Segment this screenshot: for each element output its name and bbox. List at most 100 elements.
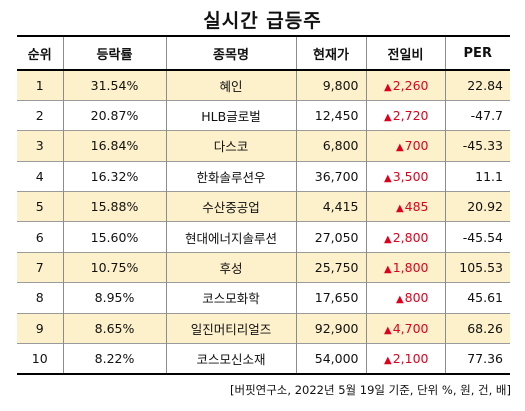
change-value: 2,260 bbox=[392, 77, 429, 93]
stock-name-cell: 한화솔루션우 bbox=[165, 160, 296, 192]
rate-cell: 10.75% bbox=[62, 251, 166, 283]
up-triangle-icon: ▲ bbox=[395, 294, 404, 306]
up-triangle-icon: ▲ bbox=[384, 233, 392, 245]
rank-cell: 9 bbox=[17, 312, 63, 344]
table-row: 3 16.84% 다스코 6,800 ▲700 -45.33 bbox=[17, 130, 510, 162]
per-cell: -45.33 bbox=[444, 130, 510, 162]
change-value: 2,800 bbox=[392, 229, 429, 245]
price-cell: 36,700 bbox=[295, 160, 366, 192]
per-cell: 45.61 bbox=[444, 282, 510, 314]
change-value: 2,720 bbox=[392, 108, 429, 124]
change-value: 2,100 bbox=[392, 350, 429, 366]
per-cell: 68.26 bbox=[444, 312, 510, 344]
column-header-change: 전일비 bbox=[365, 36, 445, 71]
change-cell: ▲700 bbox=[365, 130, 445, 162]
up-triangle-icon: ▲ bbox=[395, 142, 404, 154]
column-header-name: 종목명 bbox=[165, 36, 296, 71]
up-triangle-icon: ▲ bbox=[384, 264, 392, 276]
stock-name-cell: 코스모신소재 bbox=[165, 343, 296, 374]
change-cell: ▲2,100 bbox=[365, 343, 445, 374]
table-row: 1 31.54% 혜인 9,800 ▲2,260 22.84 bbox=[17, 70, 510, 101]
stock-name-cell: 코스모화학 bbox=[165, 282, 296, 314]
change-value: 1,800 bbox=[392, 260, 429, 276]
change-value: 485 bbox=[404, 199, 429, 215]
table-row: 6 15.60% 현대에너지솔루션 27,050 ▲2,800 -45.54 bbox=[17, 221, 510, 253]
stock-name-cell: 혜인 bbox=[165, 70, 296, 101]
rate-cell: 8.95% bbox=[62, 282, 166, 314]
up-triangle-icon: ▲ bbox=[384, 112, 392, 124]
column-header-rank: 순위 bbox=[17, 36, 63, 71]
up-triangle-icon: ▲ bbox=[395, 203, 404, 215]
price-cell: 25,750 bbox=[295, 251, 366, 283]
table-row: 5 15.88% 수산중공업 4,415 ▲485 20.92 bbox=[17, 191, 510, 222]
change-cell: ▲485 bbox=[365, 191, 445, 222]
rate-cell: 20.87% bbox=[62, 99, 166, 131]
stock-name-cell: 수산중공업 bbox=[165, 191, 296, 222]
rate-cell: 16.84% bbox=[62, 130, 166, 162]
per-cell: 22.84 bbox=[444, 70, 510, 101]
table-row: 4 16.32% 한화솔루션우 36,700 ▲3,500 11.1 bbox=[17, 160, 510, 192]
rank-cell: 4 bbox=[17, 160, 63, 192]
rank-cell: 5 bbox=[17, 191, 63, 222]
up-triangle-icon: ▲ bbox=[384, 354, 392, 366]
table-row: 9 8.65% 일진머티리얼즈 92,900 ▲4,700 68.26 bbox=[17, 312, 510, 344]
source-note: [버핏연구소, 2022년 5월 19일 기준, 단위 %, 원, 건, 배] bbox=[230, 383, 511, 397]
rate-cell: 31.54% bbox=[62, 70, 166, 101]
rank-cell: 7 bbox=[17, 251, 63, 283]
up-triangle-icon: ▲ bbox=[384, 81, 392, 93]
rate-cell: 15.60% bbox=[62, 221, 166, 253]
table-row: 7 10.75% 후성 25,750 ▲1,800 105.53 bbox=[17, 251, 510, 283]
change-cell: ▲2,720 bbox=[365, 99, 445, 131]
table-row: 8 8.95% 코스모화학 17,650 ▲800 45.61 bbox=[17, 282, 510, 314]
change-value: 3,500 bbox=[392, 168, 429, 184]
up-triangle-icon: ▲ bbox=[384, 324, 392, 336]
rank-cell: 6 bbox=[17, 221, 63, 253]
stock-table: 순위 등락률 종목명 현재가 전일비 PER 1 31.54% 혜인 9,800 ▲2,… bbox=[17, 35, 510, 375]
stock-name-cell: 후성 bbox=[165, 251, 296, 283]
stock-name-cell: 현대에너지솔루션 bbox=[165, 221, 296, 253]
stock-name-cell: 다스코 bbox=[165, 130, 296, 162]
table-row: 10 8.22% 코스모신소재 54,000 ▲2,100 77.36 bbox=[17, 343, 510, 374]
column-header-per: PER bbox=[444, 36, 510, 71]
price-cell: 6,800 bbox=[295, 130, 366, 162]
rank-cell: 8 bbox=[17, 282, 63, 314]
stock-name-cell: HLB글로벌 bbox=[165, 99, 296, 131]
page-title: 실시간 급등주 bbox=[203, 10, 322, 32]
rank-cell: 1 bbox=[17, 70, 63, 101]
change-value: 4,700 bbox=[392, 320, 429, 336]
rate-cell: 15.88% bbox=[62, 191, 166, 222]
per-cell: 11.1 bbox=[444, 160, 510, 192]
price-cell: 9,800 bbox=[295, 70, 366, 101]
per-cell: -47.7 bbox=[444, 99, 510, 131]
rank-cell: 3 bbox=[17, 130, 63, 162]
price-cell: 92,900 bbox=[295, 312, 366, 344]
rate-cell: 16.32% bbox=[62, 160, 166, 192]
per-cell: 77.36 bbox=[444, 343, 510, 374]
table-row: 2 20.87% HLB글로벌 12,450 ▲2,720 -47.7 bbox=[17, 99, 510, 131]
column-header-rate: 등락률 bbox=[62, 36, 166, 71]
per-cell: 105.53 bbox=[444, 251, 510, 283]
rate-cell: 8.22% bbox=[62, 343, 166, 374]
change-cell: ▲1,800 bbox=[365, 251, 445, 283]
price-cell: 12,450 bbox=[295, 99, 366, 131]
change-value: 700 bbox=[404, 138, 429, 154]
rate-cell: 8.65% bbox=[62, 312, 166, 344]
price-cell: 27,050 bbox=[295, 221, 366, 253]
price-cell: 4,415 bbox=[295, 191, 366, 222]
change-cell: ▲2,800 bbox=[365, 221, 445, 253]
up-triangle-icon: ▲ bbox=[384, 172, 392, 184]
price-cell: 54,000 bbox=[295, 343, 366, 374]
stock-name-cell: 일진머티리얼즈 bbox=[165, 312, 296, 344]
rank-cell: 2 bbox=[17, 99, 63, 131]
change-cell: ▲800 bbox=[365, 282, 445, 314]
table-header-row: 순위 등락률 종목명 현재가 전일비 PER bbox=[17, 36, 510, 71]
change-value: 800 bbox=[404, 290, 429, 306]
rank-cell: 10 bbox=[17, 343, 63, 374]
per-cell: -45.54 bbox=[444, 221, 510, 253]
change-cell: ▲3,500 bbox=[365, 160, 445, 192]
column-header-price: 현재가 bbox=[295, 36, 366, 71]
change-cell: ▲2,260 bbox=[365, 70, 445, 101]
per-cell: 20.92 bbox=[444, 191, 510, 222]
change-cell: ▲4,700 bbox=[365, 312, 445, 344]
price-cell: 17,650 bbox=[295, 282, 366, 314]
